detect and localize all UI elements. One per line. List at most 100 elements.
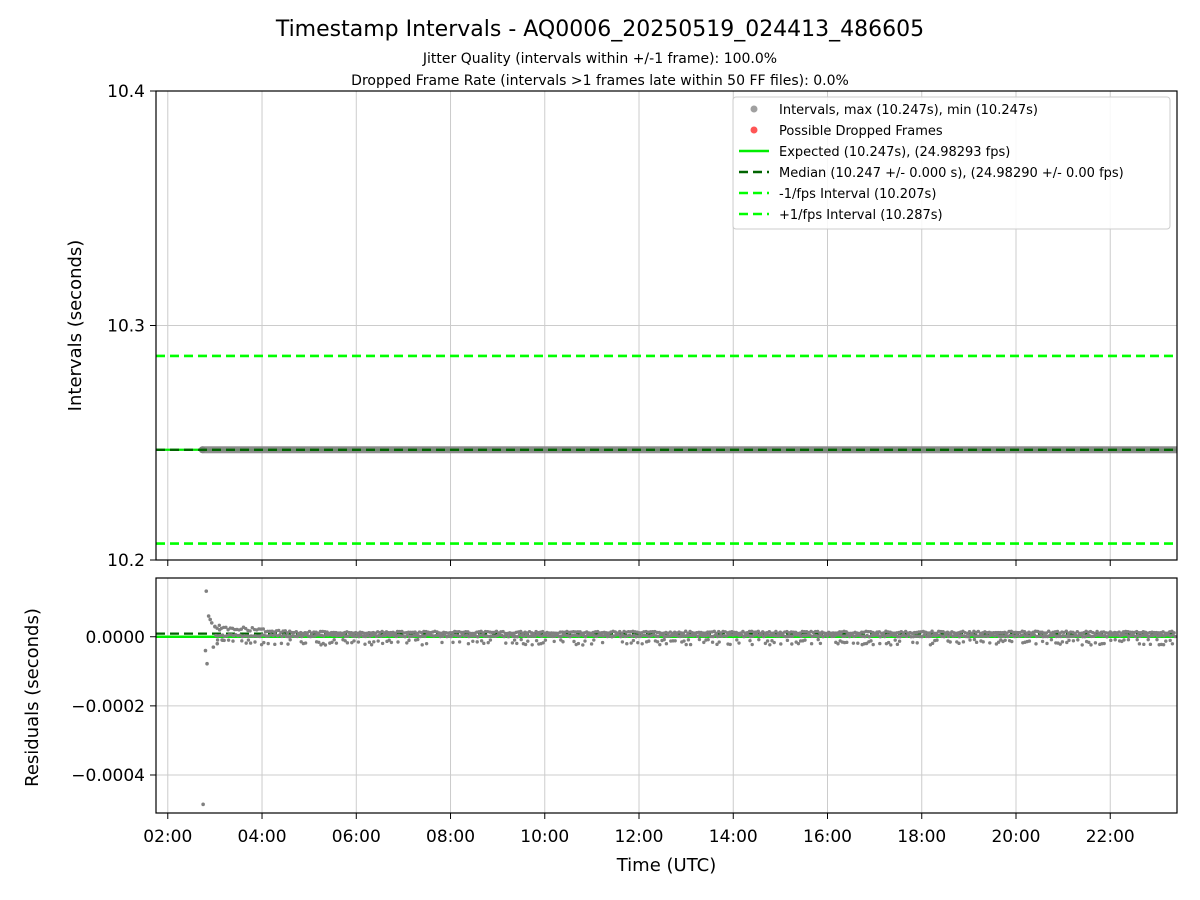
residual-point: [768, 643, 772, 647]
residual-point: [273, 642, 277, 647]
residual-point: [1058, 642, 1062, 646]
residual-point: [363, 642, 367, 646]
residual-point: [1087, 640, 1091, 645]
residual-point: [215, 626, 219, 630]
residual-point: [818, 641, 823, 646]
residual-point: [688, 642, 693, 647]
residual-point: [1173, 634, 1177, 639]
intervals-x-ticks: [167, 560, 1111, 566]
residual-point: [664, 641, 669, 646]
residual-point: [735, 638, 739, 642]
residual-point: [673, 639, 677, 643]
residual-point: [206, 614, 211, 618]
residuals-x-ticks: 02:00 04:00 06:00 08:00 10:00 12:00 14:00 16:00…: [143, 813, 1135, 847]
residual-point: [208, 617, 212, 622]
residual-point: [763, 641, 768, 646]
residual-point: [640, 642, 644, 646]
residual-point: [515, 641, 519, 646]
residuals-axes-frame: [155, 577, 1178, 814]
residual-point: [930, 629, 934, 633]
residual-point: [488, 638, 493, 642]
residual-point: [686, 638, 691, 642]
residual-point: [712, 629, 717, 634]
residual-point: [878, 641, 882, 646]
residual-point: [765, 639, 770, 643]
residual-point: [1164, 639, 1168, 643]
residual-point: [215, 641, 220, 646]
residual-point: [279, 641, 284, 646]
residual-point: [451, 640, 455, 645]
residual-point: [380, 641, 385, 646]
residual-point: [1003, 638, 1007, 642]
residual-point: [1045, 641, 1049, 646]
residual-point: [592, 638, 596, 642]
legend-label: Possible Dropped Frames: [779, 124, 943, 139]
residual-point: [407, 638, 411, 643]
residual-point: [543, 638, 548, 642]
residual-point: [629, 641, 633, 645]
residual-point: [790, 642, 794, 646]
legend: Intervals, max (10.247s), min (10.247s) P…: [732, 96, 1171, 230]
residual-point: [253, 640, 257, 644]
residual-point: [515, 634, 520, 639]
residual-point: [510, 641, 515, 645]
residual-point: [352, 639, 356, 643]
residual-point: [244, 626, 248, 631]
residual-point: [248, 629, 252, 633]
residual-point: [895, 642, 900, 647]
figure-title: Timestamp Intervals - AQ0006_20250519_02…: [275, 17, 924, 42]
residual-point: [1093, 641, 1098, 645]
residual-point: [1027, 639, 1032, 643]
residual-point: [457, 640, 462, 644]
residual-point: [420, 643, 424, 647]
residual-point: [772, 640, 776, 645]
residual-point: [915, 641, 919, 645]
residual-point: [303, 641, 308, 645]
residual-point: [647, 639, 651, 643]
residual-point: [981, 640, 985, 644]
residual-point: [486, 640, 490, 645]
residual-point: [856, 641, 860, 645]
residual-point: [715, 642, 719, 647]
residual-point: [968, 638, 972, 642]
residual-point: [530, 643, 534, 647]
residual-point: [248, 641, 253, 645]
residual-point: [972, 637, 977, 642]
intervals-y-tick-label: 10.2: [107, 551, 145, 571]
residual-point: [330, 640, 334, 644]
residual-point: [466, 642, 471, 646]
legend-label: Expected (10.247s), (24.98293 fps): [779, 145, 1010, 160]
residual-point: [1168, 638, 1172, 643]
residual-point: [748, 638, 752, 643]
residual-point: [893, 638, 897, 642]
residual-point: [526, 639, 530, 643]
time-x-tick-label: 06:00: [332, 827, 381, 847]
residual-point: [717, 640, 721, 644]
residual-point: [475, 640, 479, 644]
residual-point: [204, 589, 209, 593]
residual-point: [201, 802, 205, 807]
residual-point: [332, 638, 336, 642]
residuals-y-tick-label: 0.0000: [86, 628, 145, 648]
residual-point: [1071, 639, 1076, 643]
residual-point: [261, 627, 266, 631]
time-x-tick-label: 08:00: [426, 827, 475, 847]
residual-point: [572, 639, 576, 644]
residual-point: [757, 637, 761, 642]
residual-point: [519, 637, 523, 642]
residual-point: [756, 629, 761, 634]
residual-point: [534, 638, 539, 643]
legend-label: Median (10.247 +/- 0.000 s), (24.98290 +…: [779, 166, 1124, 181]
residuals-panel: −0.0004 −0.0002 0.0000 02:00 04:00 06:00 08:0…: [22, 577, 1178, 876]
residual-point: [504, 641, 508, 645]
residual-point: [620, 640, 625, 644]
residual-point: [1109, 638, 1113, 643]
residual-point: [851, 641, 856, 645]
residual-point: [957, 641, 961, 646]
residual-point: [684, 629, 688, 633]
time-x-tick-label: 04:00: [238, 827, 287, 847]
residual-point: [396, 640, 400, 644]
residual-point: [440, 640, 444, 645]
residual-point: [1102, 641, 1106, 646]
residual-point: [356, 640, 361, 644]
